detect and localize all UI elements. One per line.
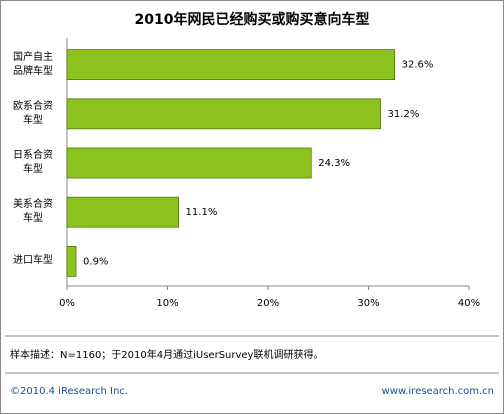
chart-title: 2010年网民已经购买或购买意向车型	[135, 11, 370, 28]
value-label: 11.1%	[186, 207, 218, 218]
bar	[66, 196, 179, 228]
value-label: 0.9%	[83, 256, 108, 267]
copyright: ©2010.4 iResearch Inc.	[10, 386, 128, 397]
x-tick-label: 10%	[156, 298, 178, 309]
x-tick-label: 30%	[357, 298, 379, 309]
value-label: 24.3%	[318, 158, 350, 169]
y-tick-label: 进口车型	[13, 255, 53, 267]
bar	[66, 98, 381, 130]
bar	[66, 147, 312, 179]
y-tick-label: 美系合资车型	[13, 199, 53, 225]
website: www.iresearch.com.cn	[382, 386, 494, 397]
bar	[66, 245, 77, 277]
note: 样本描述：N=1160；于2010年4月通过iUserSurvey联机调研获得。	[10, 348, 323, 361]
value-label: 32.6%	[402, 60, 434, 71]
x-tick-label: 0%	[59, 298, 75, 309]
y-tick-label: 国产自主品牌车型	[13, 51, 53, 77]
bar	[66, 49, 396, 80]
x-tick-label: 40%	[458, 298, 480, 309]
y-tick-label: 欧系合资车型	[13, 100, 53, 126]
x-tick-label: 20%	[257, 298, 279, 309]
value-label: 31.2%	[388, 109, 420, 120]
y-tick-label: 日系合资车型	[13, 150, 53, 175]
